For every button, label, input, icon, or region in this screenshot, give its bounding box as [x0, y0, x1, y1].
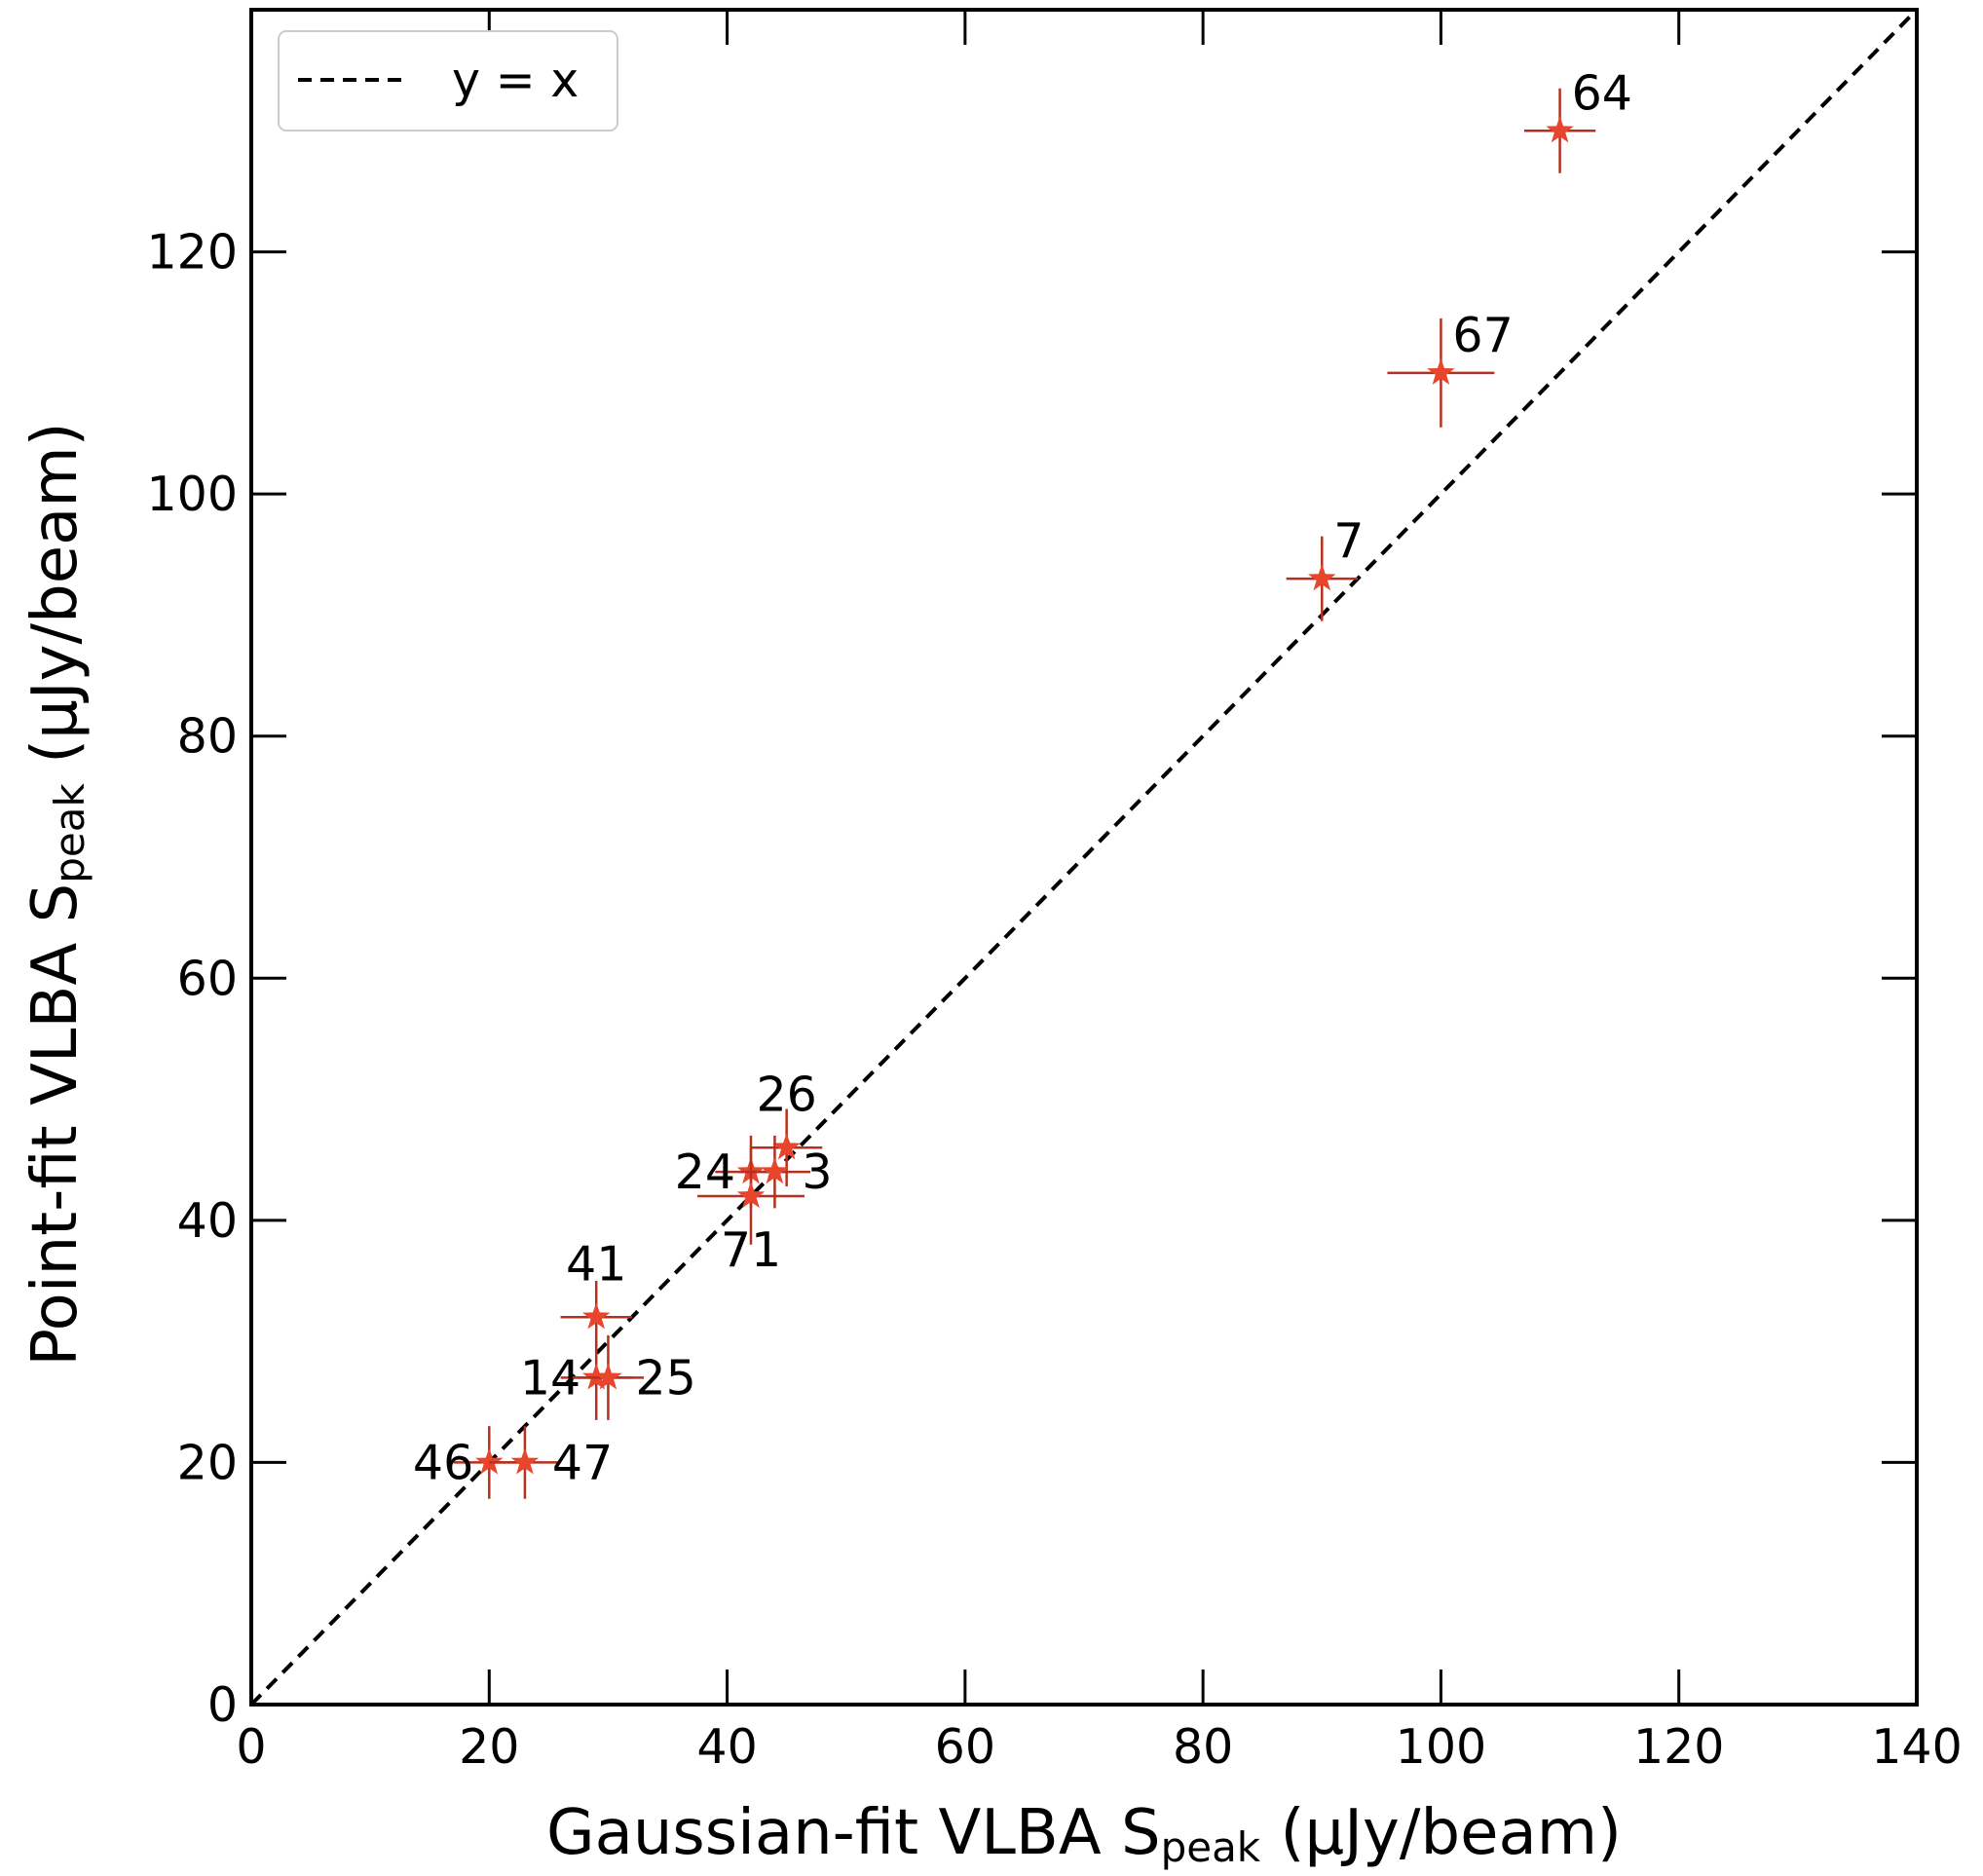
- data-point-67: 67: [1387, 308, 1514, 428]
- x-tick-label: 140: [1871, 1719, 1963, 1775]
- y-axis-title-unit: (μJy/beam): [19, 422, 92, 783]
- data-point-25: 25: [572, 1334, 696, 1420]
- star-marker: [594, 1363, 622, 1390]
- x-axis-title-unit: (μJy/beam): [1260, 1797, 1622, 1869]
- x-tick-label: 40: [696, 1719, 757, 1775]
- x-axis-title-subscript: peak: [1161, 1823, 1261, 1871]
- point-label: 3: [802, 1144, 832, 1200]
- y-tick-label: 100: [146, 467, 238, 522]
- x-tick-label: 120: [1633, 1719, 1725, 1775]
- data-point-71: 71: [697, 1147, 804, 1278]
- point-label: 47: [552, 1435, 613, 1490]
- y-tick-label: 60: [177, 951, 238, 1006]
- x-axis-title: Gaussian-fit VLBA Speak (μJy/beam): [546, 1797, 1622, 1871]
- reference-line-y-equals-x: [249, 8, 1919, 1707]
- point-label: 25: [635, 1350, 695, 1406]
- y-tick-label: 40: [177, 1193, 238, 1249]
- x-tick-label: 100: [1396, 1719, 1487, 1775]
- y-tick-label: 80: [177, 709, 238, 765]
- star-marker: [1308, 564, 1336, 591]
- legend: y = x: [278, 30, 618, 131]
- y-tick-label: 0: [207, 1677, 238, 1733]
- star-marker: [581, 1363, 611, 1390]
- star-marker: [475, 1447, 504, 1475]
- point-label: 64: [1572, 65, 1632, 121]
- point-label: 46: [413, 1435, 473, 1490]
- point-label: 26: [756, 1067, 816, 1122]
- star-marker: [1427, 357, 1455, 385]
- point-label: 24: [675, 1144, 735, 1200]
- star-marker: [510, 1447, 540, 1475]
- x-axis-title-main: Gaussian-fit VLBA S: [546, 1797, 1161, 1869]
- data-point-46: 46: [413, 1426, 525, 1499]
- data-points: 64 67 7 26 24 3 71 41 14 25 46 47: [413, 65, 1632, 1499]
- star-marker: [772, 1133, 801, 1160]
- point-label: 7: [1333, 513, 1364, 569]
- reference-line-group: [249, 8, 1919, 1707]
- data-point-7: 7: [1286, 513, 1364, 621]
- star-marker: [581, 1302, 611, 1330]
- plot-frame: [249, 8, 1919, 1707]
- point-label: 41: [566, 1236, 626, 1292]
- data-point-64: 64: [1523, 65, 1632, 173]
- point-label: 14: [520, 1350, 580, 1406]
- point-label: 67: [1452, 308, 1513, 363]
- x-tick-label: 0: [236, 1719, 266, 1775]
- point-label: 71: [721, 1222, 781, 1278]
- y-tick-label: 120: [146, 225, 238, 281]
- data-point-47: 47: [489, 1426, 613, 1499]
- star-marker: [1546, 116, 1574, 143]
- y-axis-title: Point-fit VLBA Speak (μJy/beam): [19, 422, 94, 1366]
- x-tick-label: 80: [1173, 1719, 1233, 1775]
- data-point-26: 26: [751, 1067, 823, 1187]
- star-marker: [736, 1182, 766, 1209]
- axis-ticks: 0 20 40 60 80 100 120 140 0 20 40 60 80 100 120: [146, 10, 1963, 1775]
- data-point-41: 41: [560, 1236, 632, 1354]
- legend-label: y = x: [452, 53, 579, 108]
- x-tick-label: 20: [459, 1719, 519, 1775]
- y-axis-title-main: Point-fit VLBA S: [19, 883, 92, 1367]
- star-marker: [761, 1157, 789, 1184]
- legend-box: [278, 30, 618, 131]
- y-tick-label: 20: [177, 1435, 238, 1490]
- y-axis-title-subscript: peak: [46, 783, 94, 883]
- x-tick-label: 60: [935, 1719, 995, 1775]
